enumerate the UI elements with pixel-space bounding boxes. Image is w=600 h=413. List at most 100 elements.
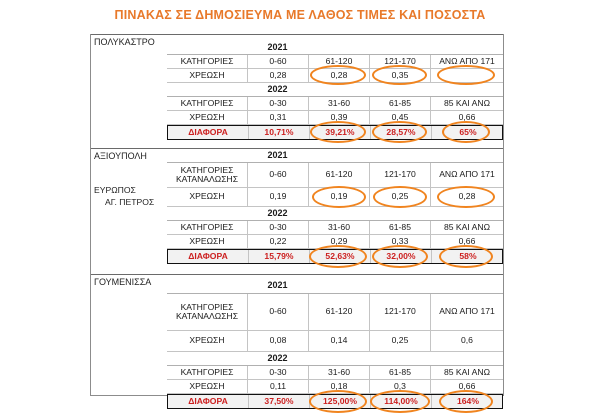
year-row: 2022: [167, 352, 503, 366]
table-cell: 0,3: [369, 380, 430, 393]
region-name: ΠΟΛΥΚΑΣΤΡΟ: [94, 37, 155, 47]
table-cell: 0,6: [430, 331, 503, 351]
table-cell: 0,28: [430, 188, 503, 206]
table-cell: 114,00%: [370, 395, 431, 408]
table-cell: 0-30: [247, 366, 308, 379]
table-cell: 10,71%: [248, 126, 309, 139]
table-cell: 61-85: [369, 366, 430, 379]
categories-row: ΚΑΤΗΓΟΡΙΕΣ 0-30 31-60 61-85 85 ΚΑΙ ΑΝΩ: [167, 97, 503, 111]
table-cell: 0,19: [308, 188, 369, 206]
row-label: ΔΙΑΦΟΡΑ: [188, 126, 228, 137]
table-cell: 0-30: [247, 221, 308, 234]
table-cell: 0-60: [247, 163, 308, 187]
charge-row: ΧΡΕΩΣΗ 0,19 0,19 0,25 0,28: [167, 188, 503, 207]
table-cell: 0,28: [247, 69, 308, 82]
table-cell: 0,66: [430, 235, 503, 248]
document-title: ΠΙΝΑΚΑΣ ΣΕ ΔΗΜΟΣΙΕΥΜΑ ΜΕ ΛΑΘΟΣ ΤΙΜΕΣ ΚΑΙ…: [114, 8, 486, 22]
table-cell: 0,11: [247, 380, 308, 393]
row-label: ΚΑΤΗΓΟΡΙΕΣ: [180, 366, 234, 377]
row-label: ΚΑΤΗΓΟΡΙΕΣ: [180, 55, 234, 66]
row-label: ΧΡΕΩΣΗ: [189, 380, 225, 391]
table-cell: ΑΝΩ ΑΠΟ 171: [430, 55, 503, 68]
row-label: ΚΑΤΗΓΟΡΙΕΣ ΚΑΤΑΝΑΛΩΣΗΣ: [175, 164, 239, 184]
row-label: ΧΡΕΩΣΗ: [189, 111, 225, 122]
table-cell: 121-170: [369, 55, 430, 68]
table-cell: 61-85: [369, 221, 430, 234]
table-cell: 164%: [431, 395, 504, 408]
year-label: 2021: [267, 149, 288, 160]
row-label: ΧΡΕΩΣΗ: [189, 335, 225, 346]
table-cell: 85 ΚΑΙ ΑΝΩ: [430, 97, 503, 110]
table-cell: 0,31: [247, 111, 308, 124]
year-row: 2022: [167, 83, 503, 97]
table-cell: 32,00%: [370, 250, 431, 263]
region-goumenissa: ΓΟΥΜΕΝΙΣΣΑ 2021 ΚΑΤΗΓΟΡΙΕΣ ΚΑΤΑΝΑΛΩΣΗΣ 0…: [91, 274, 503, 413]
year-label: 2022: [267, 207, 288, 218]
table-cell: 0,14: [308, 331, 369, 351]
table-cell: 28,57%: [370, 126, 431, 139]
difference-row: ΔΙΑΦΟΡΑ 37,50% 125,00% 114,00% 164%: [167, 394, 503, 409]
categories-row: ΚΑΤΗΓΟΡΙΕΣ 0-60 61-120 121-170 ΑΝΩ ΑΠΟ 1…: [167, 55, 503, 69]
row-label: ΚΑΤΗΓΟΡΙΕΣ: [180, 221, 234, 232]
year-row: 2022: [167, 207, 503, 221]
row-label: ΔΙΑΦΟΡΑ: [188, 250, 228, 261]
table-cell: 0,35: [369, 69, 430, 82]
table-cell: ΑΝΩ ΑΠΟ 171: [430, 294, 503, 330]
table-cell: 39,21%: [309, 126, 370, 139]
table-cell: 31-60: [308, 97, 369, 110]
table-cell: 0,08: [247, 331, 308, 351]
table-cell: 61-85: [369, 97, 430, 110]
row-label: ΧΡΕΩΣΗ: [189, 191, 225, 202]
row-label: ΚΑΤΗΓΟΡΙΕΣ ΚΑΤΑΝΑΛΩΣΗΣ: [175, 301, 239, 321]
region-polykastro: ΠΟΛΥΚΑΣΤΡΟ 2021 ΚΑΤΗΓΟΡΙΕΣ 0-60 61-120 1…: [91, 34, 503, 143]
table-cell: 0,33: [369, 235, 430, 248]
region-name: ΑΞΙΟΥΠΟΛΗ: [94, 151, 147, 161]
table-cell: 65%: [431, 126, 504, 139]
table-cell: 121-170: [369, 163, 430, 187]
charge-row: ΧΡΕΩΣΗ 0,22 0,29 0,33 0,66: [167, 235, 503, 249]
table-cell: 0,45: [369, 111, 430, 124]
charge-row: ΧΡΕΩΣΗ 0,11 0,18 0,3 0,66: [167, 380, 503, 394]
categories-row: ΚΑΤΗΓΟΡΙΕΣ 0-30 31-60 61-85 85 ΚΑΙ ΑΝΩ: [167, 366, 503, 380]
table-cell: 15,79%: [248, 250, 309, 263]
table-cell: 31-60: [308, 221, 369, 234]
region-extra-name: ΑΓ. ΠΕΤΡΟΣ: [105, 197, 155, 207]
row-label: ΧΡΕΩΣΗ: [189, 69, 225, 80]
table-cell: 0,25: [369, 188, 430, 206]
charge-row: ΧΡΕΩΣΗ 0,31 0,39 0,45 0,66: [167, 111, 503, 125]
categories-row: ΚΑΤΗΓΟΡΙΕΣ ΚΑΤΑΝΑΛΩΣΗΣ 0-60 61-120 121-1…: [167, 163, 503, 188]
table-cell: 61-120: [308, 294, 369, 330]
table-cell: 0,66: [430, 380, 503, 393]
table-cell: 0,29: [308, 235, 369, 248]
table-cell: 0,19: [247, 188, 308, 206]
year-label: 2021: [267, 41, 288, 52]
difference-row: ΔΙΑΦΟΡΑ 10,71% 39,21% 28,57% 65%: [167, 125, 503, 140]
table-cell: [430, 69, 503, 82]
year-row: 2021: [167, 279, 503, 294]
region-name: ΓΟΥΜΕΝΙΣΣΑ: [94, 277, 152, 287]
table-cell: 0-30: [247, 97, 308, 110]
table-cell: 0,28: [308, 69, 369, 82]
categories-row: ΚΑΤΗΓΟΡΙΕΣ ΚΑΤΑΝΑΛΩΣΗΣ 0-60 61-120 121-1…: [167, 294, 503, 331]
difference-row: ΔΙΑΦΟΡΑ 15,79% 52,63% 32,00% 58%: [167, 249, 503, 264]
table-cell: 0-60: [247, 294, 308, 330]
table-cell: 0-60: [247, 55, 308, 68]
tariff-document: ΠΟΛΥΚΑΣΤΡΟ 2021 ΚΑΤΗΓΟΡΙΕΣ 0-60 61-120 1…: [90, 34, 504, 413]
table-cell: 0,66: [430, 111, 503, 124]
table-cell: 85 ΚΑΙ ΑΝΩ: [430, 221, 503, 234]
table-cell: 0,25: [369, 331, 430, 351]
year-label: 2021: [267, 280, 288, 291]
table-cell: ΑΝΩ ΑΠΟ 171: [430, 163, 503, 187]
row-label: ΔΙΑΦΟΡΑ: [188, 395, 228, 406]
region-axioupoli: ΑΞΙΟΥΠΟΛΗ ΕΥΡΩΠΟΣ ΑΓ. ΠΕΤΡΟΣ 2021 ΚΑΤΗΓΟ…: [91, 148, 503, 269]
region-extra-name: ΕΥΡΩΠΟΣ: [94, 185, 136, 195]
categories-row: ΚΑΤΗΓΟΡΙΕΣ 0-30 31-60 61-85 85 ΚΑΙ ΑΝΩ: [167, 221, 503, 235]
table-cell: 85 ΚΑΙ ΑΝΩ: [430, 366, 503, 379]
row-label: ΚΑΤΗΓΟΡΙΕΣ: [180, 97, 234, 108]
table-cell: 125,00%: [309, 395, 370, 408]
charge-row: ΧΡΕΩΣΗ 0,08 0,14 0,25 0,6: [167, 331, 503, 352]
table-cell: 31-60: [308, 366, 369, 379]
year-label: 2022: [267, 83, 288, 94]
year-row: 2021: [167, 149, 503, 163]
table-cell: 0,18: [308, 380, 369, 393]
